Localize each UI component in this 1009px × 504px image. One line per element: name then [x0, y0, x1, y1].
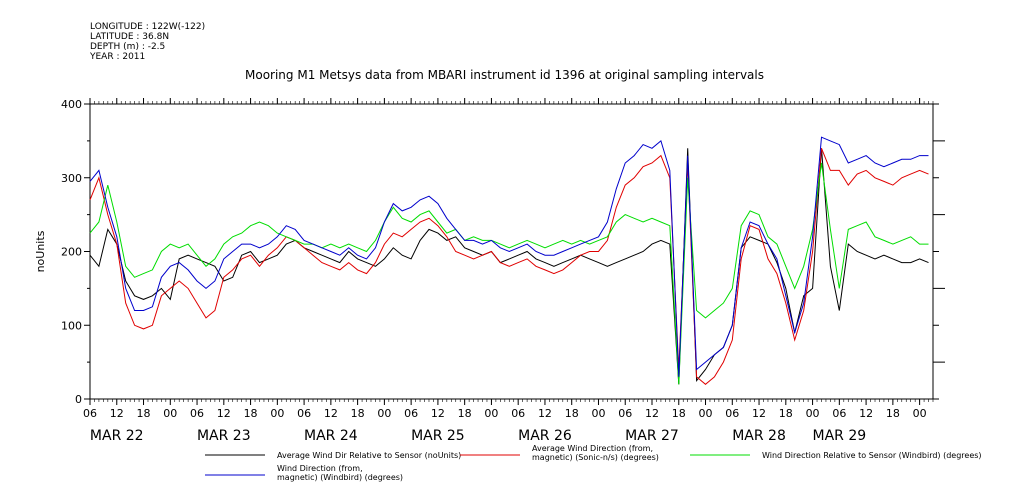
- y-axis-label: noUnits: [34, 230, 47, 272]
- x-tick-label: 06: [618, 407, 632, 420]
- legend-label-1: magnetic) (Sonic-n/s) (degrees): [532, 453, 659, 462]
- x-tick-label: 00: [913, 407, 927, 420]
- x-day-label: MAR 27: [625, 428, 679, 444]
- x-tick-label: 18: [244, 407, 258, 420]
- y-tick-label: 200: [61, 246, 82, 259]
- series-line-0: [89, 148, 929, 385]
- x-tick-label: 12: [645, 407, 659, 420]
- x-day-label: MAR 26: [518, 428, 572, 444]
- x-day-label: MAR 23: [197, 428, 251, 444]
- series-line-1: [89, 148, 929, 385]
- x-day-label: MAR 28: [732, 428, 786, 444]
- x-day-label: MAR 25: [411, 428, 465, 444]
- x-tick-label: 18: [779, 407, 793, 420]
- y-tick-label: 300: [61, 172, 82, 185]
- x-tick-label: 18: [672, 407, 686, 420]
- x-day-label: MAR 29: [813, 428, 867, 444]
- x-tick-label: 06: [83, 407, 97, 420]
- legend-label-3: Wind Direction (from,: [277, 464, 363, 473]
- latitude-label: LATITUDE : 36.8N: [90, 32, 170, 42]
- x-tick-label: 12: [110, 407, 124, 420]
- x-tick-label: 00: [806, 407, 820, 420]
- x-tick-label: 18: [565, 407, 579, 420]
- x-tick-label: 00: [163, 407, 177, 420]
- x-tick-label: 18: [351, 407, 365, 420]
- longitude-label: LONGITUDE : 122W(-122): [90, 22, 206, 32]
- mooring-metadata: LONGITUDE : 122W(-122) LATITUDE : 36.8N …: [90, 22, 205, 62]
- x-tick-label: 12: [431, 407, 445, 420]
- x-tick-label: 06: [725, 407, 739, 420]
- depth-label: DEPTH (m) : -2.5: [90, 42, 166, 52]
- x-tick-label: 12: [538, 407, 552, 420]
- x-tick-label: 18: [886, 407, 900, 420]
- legend-label-1: Average Wind Direction (from,: [532, 444, 653, 453]
- x-tick-label: 00: [699, 407, 713, 420]
- x-tick-label: 06: [511, 407, 525, 420]
- x-tick-label: 12: [859, 407, 873, 420]
- x-tick-label: 12: [217, 407, 231, 420]
- legend-label-2: Wind Direction Relative to Sensor (Windb…: [762, 451, 982, 460]
- plot-frame: [89, 103, 934, 400]
- x-tick-label: 00: [484, 407, 498, 420]
- series-line-3: [89, 136, 929, 377]
- x-tick-label: 00: [270, 407, 284, 420]
- x-tick-label: 06: [190, 407, 204, 420]
- year-label: YEAR : 2011: [90, 52, 146, 62]
- x-tick-label: 12: [752, 407, 766, 420]
- chart-title: Mooring M1 Metsys data from MBARI instru…: [245, 68, 764, 82]
- y-tick-label: 400: [61, 98, 82, 111]
- x-tick-label: 06: [404, 407, 418, 420]
- x-tick-label: 18: [458, 407, 472, 420]
- x-tick-label: 00: [377, 407, 391, 420]
- legend-label-3: magnetic) (Windbird) (degrees): [277, 473, 403, 482]
- x-day-label: MAR 22: [90, 428, 144, 444]
- legend-label-0: Average Wind Dir Relative to Sensor (noU…: [277, 451, 461, 460]
- x-tick-label: 06: [832, 407, 846, 420]
- y-tick-label: 0: [75, 393, 82, 406]
- y-tick-label: 100: [61, 319, 82, 332]
- x-day-label: MAR 24: [304, 428, 358, 444]
- x-tick-label: 18: [137, 407, 151, 420]
- x-tick-label: 12: [324, 407, 338, 420]
- x-tick-label: 06: [297, 407, 311, 420]
- series-line-2: [89, 162, 929, 385]
- x-tick-label: 00: [591, 407, 605, 420]
